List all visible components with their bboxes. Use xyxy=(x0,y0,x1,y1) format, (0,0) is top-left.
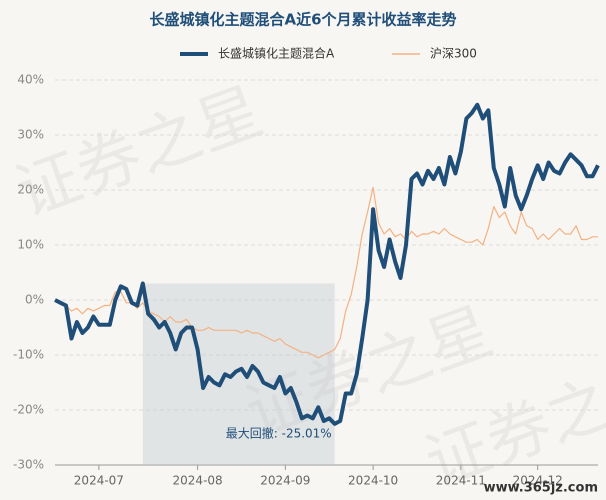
y-tick-label: 20% xyxy=(17,183,44,197)
y-tick-label: 0% xyxy=(25,293,44,307)
y-tick-label: -30% xyxy=(13,458,44,472)
x-tick-label: 2024-08 xyxy=(173,474,223,488)
drawdown-area xyxy=(142,283,335,465)
chart-title: 长盛城镇化主题混合A近6个月累计收益率走势 xyxy=(149,11,456,29)
legend-label: 沪深300 xyxy=(430,47,477,61)
y-tick-label: 30% xyxy=(17,128,44,142)
series-line xyxy=(54,102,600,426)
x-tick-label: 2024-11 xyxy=(436,474,486,488)
watermark-url: www.365jz.com xyxy=(484,481,598,496)
annotation: 最大回撤: -25.01% xyxy=(226,426,332,441)
y-tick-label: 10% xyxy=(17,238,44,252)
x-tick-label: 2024-09 xyxy=(260,474,310,488)
grid: -30% -20% -10% 0% 10% 20% 30% 40% 2024-07 2024-08… xyxy=(13,73,598,488)
y-tick-label: -20% xyxy=(13,403,44,417)
x-tick-label: 2024-10 xyxy=(348,474,398,488)
y-tick-label: -10% xyxy=(13,348,44,362)
legend: 长盛城镇化主题混合A 沪深300 xyxy=(180,46,477,61)
x-tick-label: 2024-07 xyxy=(74,474,124,488)
legend-label: 长盛城镇化主题混合A xyxy=(218,46,335,61)
x-tick-label: 2024-12 xyxy=(513,474,563,488)
y-tick-label: 40% xyxy=(17,73,44,87)
lines xyxy=(54,102,600,426)
drawdown: 最大回撤: -25.01% xyxy=(142,283,335,465)
